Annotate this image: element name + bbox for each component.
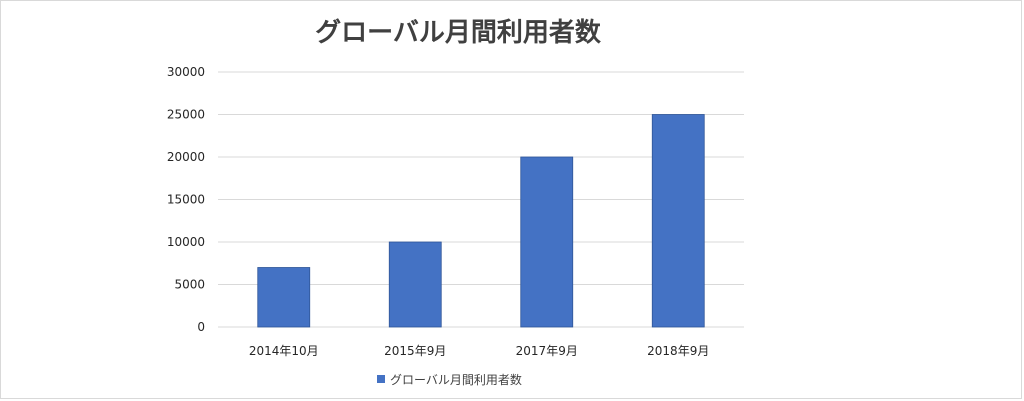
x-tick-label: 2015年9月 xyxy=(384,344,446,358)
y-tick-label: 20000 xyxy=(167,150,205,164)
legend: グローバル月間利用者数 xyxy=(377,372,522,387)
y-axis-ticks: 0 5000 10000 15000 20000 25000 30000 xyxy=(167,65,205,334)
bar xyxy=(520,156,574,328)
bars xyxy=(257,114,705,328)
x-tick-label: 2017年9月 xyxy=(516,344,578,358)
x-tick-label: 2018年9月 xyxy=(647,344,709,358)
y-tick-label: 30000 xyxy=(167,65,205,79)
legend-swatch xyxy=(377,375,385,383)
y-tick-label: 25000 xyxy=(167,108,205,122)
bar xyxy=(651,114,705,328)
y-tick-label: 0 xyxy=(197,320,205,334)
x-tick-label: 2014年10月 xyxy=(249,344,319,358)
legend-label: グローバル月間利用者数 xyxy=(390,372,522,387)
bar xyxy=(388,241,442,328)
chart-title: グローバル月間利用者数 xyxy=(315,18,602,48)
x-axis-ticks: 2014年10月 2015年9月 2017年9月 2018年9月 xyxy=(249,344,710,358)
y-tick-label: 10000 xyxy=(167,235,205,249)
y-tick-label: 5000 xyxy=(174,278,205,292)
bar xyxy=(257,267,311,328)
y-tick-label: 15000 xyxy=(167,193,205,207)
